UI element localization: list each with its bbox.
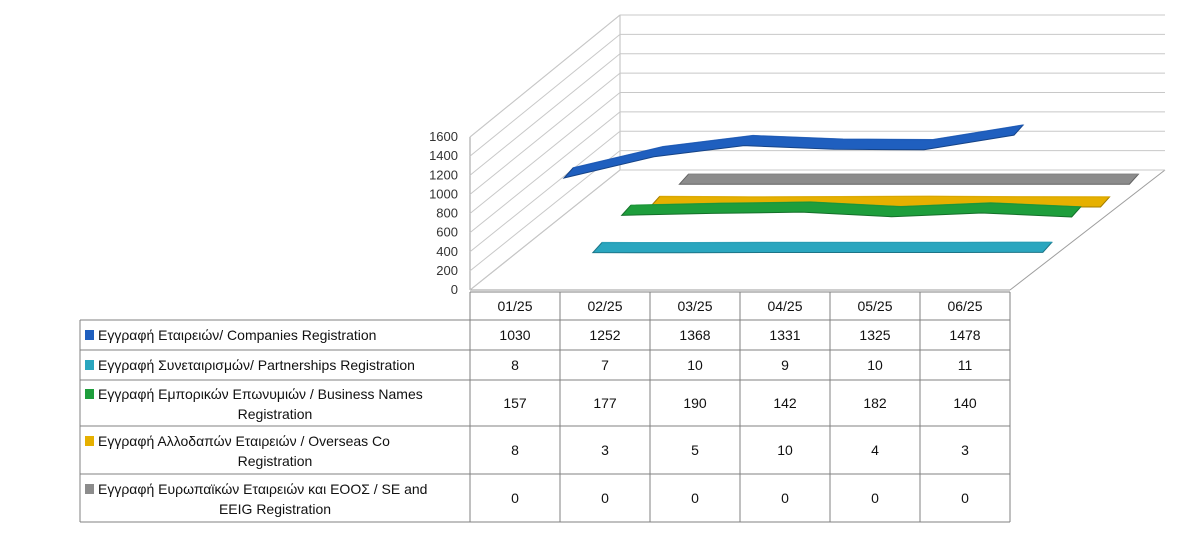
data-value-label: 190 xyxy=(683,395,707,411)
y-tick-label: 1000 xyxy=(429,186,458,201)
series-label: Εγγραφή Εταιρειών/ Companies Registratio… xyxy=(98,327,376,343)
chart-frame: 0 200 400 600 800 1000 1200 1400 1600 xyxy=(429,14,1166,297)
series-line-highlight xyxy=(630,201,1081,208)
data-value-label: 1252 xyxy=(589,327,620,343)
floor-right-edge xyxy=(1009,169,1166,291)
data-value-label: 157 xyxy=(503,395,527,411)
y-tick-label: 800 xyxy=(436,206,458,221)
data-value-label: 3 xyxy=(601,442,609,458)
series-ribbon xyxy=(562,124,1025,179)
side-gridline xyxy=(469,92,621,214)
series-ribbon xyxy=(620,201,1082,218)
y-tick-label: 1400 xyxy=(429,148,458,163)
data-value-label: 8 xyxy=(511,357,519,373)
data-value-label: 0 xyxy=(691,490,699,506)
series-label: Registration xyxy=(238,406,313,422)
data-value-label: 0 xyxy=(871,490,879,506)
legend-swatch xyxy=(85,389,94,399)
series-ribbon xyxy=(678,173,1140,185)
data-value-label: 9 xyxy=(781,357,789,373)
side-gridline xyxy=(469,33,621,157)
series-line-highlight xyxy=(659,195,1110,198)
table-row: Εγγραφή Ευρωπαϊκών Εταιρειών και ΕΟΟΣ / … xyxy=(85,481,969,517)
data-value-label: 0 xyxy=(781,490,789,506)
data-value-label: 1030 xyxy=(499,327,530,343)
data-value-label: 1368 xyxy=(679,327,710,343)
x-category-label: 04/25 xyxy=(767,298,802,314)
y-tick-label: 1200 xyxy=(429,167,458,182)
side-gridline xyxy=(469,130,621,253)
side-gridline xyxy=(469,111,621,234)
data-value-label: 140 xyxy=(953,395,977,411)
data-value-label: 1331 xyxy=(769,327,800,343)
series-label: Εγγραφή Αλλοδαπών Εταιρειών / Overseas C… xyxy=(98,433,390,449)
data-value-label: 182 xyxy=(863,395,887,411)
legend-swatch xyxy=(85,330,94,340)
side-gridline xyxy=(469,169,621,291)
y-tick-label: 600 xyxy=(436,225,458,240)
series-ribbon xyxy=(591,241,1053,254)
legend-swatch xyxy=(85,484,94,494)
data-value-label: 142 xyxy=(773,395,797,411)
series-line xyxy=(591,241,1053,254)
y-tick-label: 200 xyxy=(436,263,458,278)
data-value-label: 0 xyxy=(601,490,609,506)
data-value-label: 4 xyxy=(871,442,879,458)
series-line-highlight xyxy=(572,124,1024,169)
data-value-label: 1478 xyxy=(949,327,980,343)
data-value-label: 10 xyxy=(867,357,883,373)
data-value-label: 177 xyxy=(593,395,617,411)
side-gridline xyxy=(469,14,621,138)
table-row: Εγγραφή Εμπορικών Επωνυμιών / Business N… xyxy=(85,386,977,422)
series-label: EEIG Registration xyxy=(219,501,331,517)
data-table: 01/25 02/25 03/25 04/25 05/25 06/25 Εγγραφή Ετ… xyxy=(79,291,1011,523)
data-value-label: 0 xyxy=(961,490,969,506)
data-value-label: 1325 xyxy=(859,327,890,343)
y-tick-label: 0 xyxy=(451,282,458,297)
series-label: Εγγραφή Εμπορικών Επωνυμιών / Business N… xyxy=(98,386,423,402)
series-label: Registration xyxy=(238,453,313,469)
y-tick-label: 400 xyxy=(436,244,458,259)
x-category-label: 02/25 xyxy=(587,298,622,314)
x-category-label: 03/25 xyxy=(677,298,712,314)
table-row: Εγγραφή Αλλοδαπών Εταιρειών / Overseas C… xyxy=(85,433,969,469)
data-value-label: 0 xyxy=(511,490,519,506)
legend-swatch xyxy=(85,360,94,370)
side-gridline xyxy=(469,72,621,195)
series-line xyxy=(678,173,1140,185)
data-value-label: 10 xyxy=(687,357,703,373)
data-value-label: 11 xyxy=(958,357,973,373)
data-value-label: 10 xyxy=(777,442,793,458)
table-row: Εγγραφή Συνεταιρισμών/ Partnerships Regi… xyxy=(85,357,972,373)
series-label: Εγγραφή Συνεταιρισμών/ Partnerships Regi… xyxy=(98,357,415,373)
table-row: Εγγραφή Εταιρειών/ Companies Registratio… xyxy=(85,327,981,343)
data-value-label: 3 xyxy=(961,442,969,458)
x-category-label: 06/25 xyxy=(947,298,982,314)
data-value-label: 7 xyxy=(601,357,609,373)
series-label: Εγγραφή Ευρωπαϊκών Εταιρειών και ΕΟΟΣ / … xyxy=(98,481,427,497)
data-value-label: 8 xyxy=(511,442,519,458)
x-category-label: 01/25 xyxy=(497,298,532,314)
data-value-label: 5 xyxy=(691,442,699,458)
legend-swatch xyxy=(85,436,94,446)
side-gridline xyxy=(469,53,621,176)
y-tick-label: 1600 xyxy=(429,129,458,144)
x-category-label: 05/25 xyxy=(857,298,892,314)
